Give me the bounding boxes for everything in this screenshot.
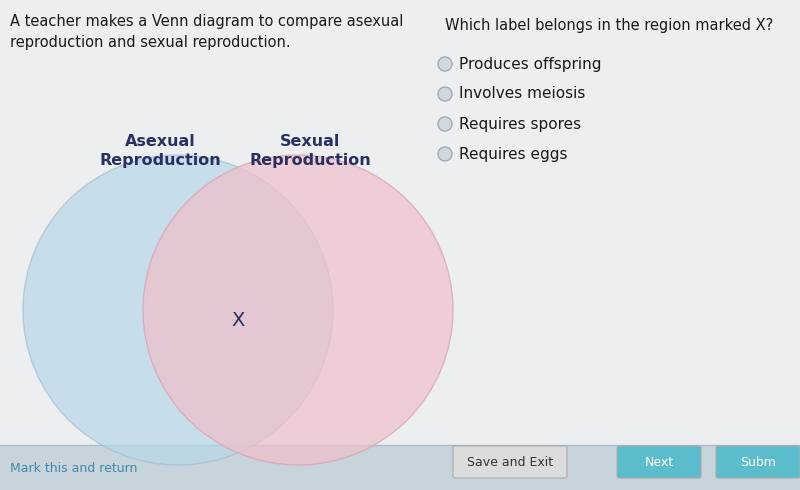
- Text: Subm: Subm: [740, 456, 776, 468]
- Text: Requires spores: Requires spores: [459, 117, 581, 131]
- Text: Involves meiosis: Involves meiosis: [459, 87, 586, 101]
- FancyBboxPatch shape: [617, 446, 701, 478]
- Text: Sexual
Reproduction: Sexual Reproduction: [249, 134, 371, 168]
- Text: Save and Exit: Save and Exit: [467, 456, 553, 468]
- Text: Mark this and return: Mark this and return: [10, 462, 138, 474]
- Circle shape: [143, 155, 453, 465]
- FancyBboxPatch shape: [0, 445, 800, 490]
- FancyBboxPatch shape: [453, 446, 567, 478]
- Text: Asexual
Reproduction: Asexual Reproduction: [99, 134, 221, 168]
- FancyBboxPatch shape: [0, 0, 800, 445]
- Circle shape: [23, 155, 333, 465]
- Text: Produces offspring: Produces offspring: [459, 56, 602, 72]
- Text: Next: Next: [645, 456, 674, 468]
- Circle shape: [438, 87, 452, 101]
- FancyBboxPatch shape: [716, 446, 800, 478]
- Circle shape: [438, 117, 452, 131]
- Circle shape: [438, 57, 452, 71]
- Text: X: X: [231, 311, 245, 329]
- Circle shape: [438, 147, 452, 161]
- Text: A teacher makes a Venn diagram to compare asexual
reproduction and sexual reprod: A teacher makes a Venn diagram to compar…: [10, 14, 403, 50]
- Text: Which label belongs in the region marked X?: Which label belongs in the region marked…: [445, 18, 774, 33]
- Text: Requires eggs: Requires eggs: [459, 147, 567, 162]
